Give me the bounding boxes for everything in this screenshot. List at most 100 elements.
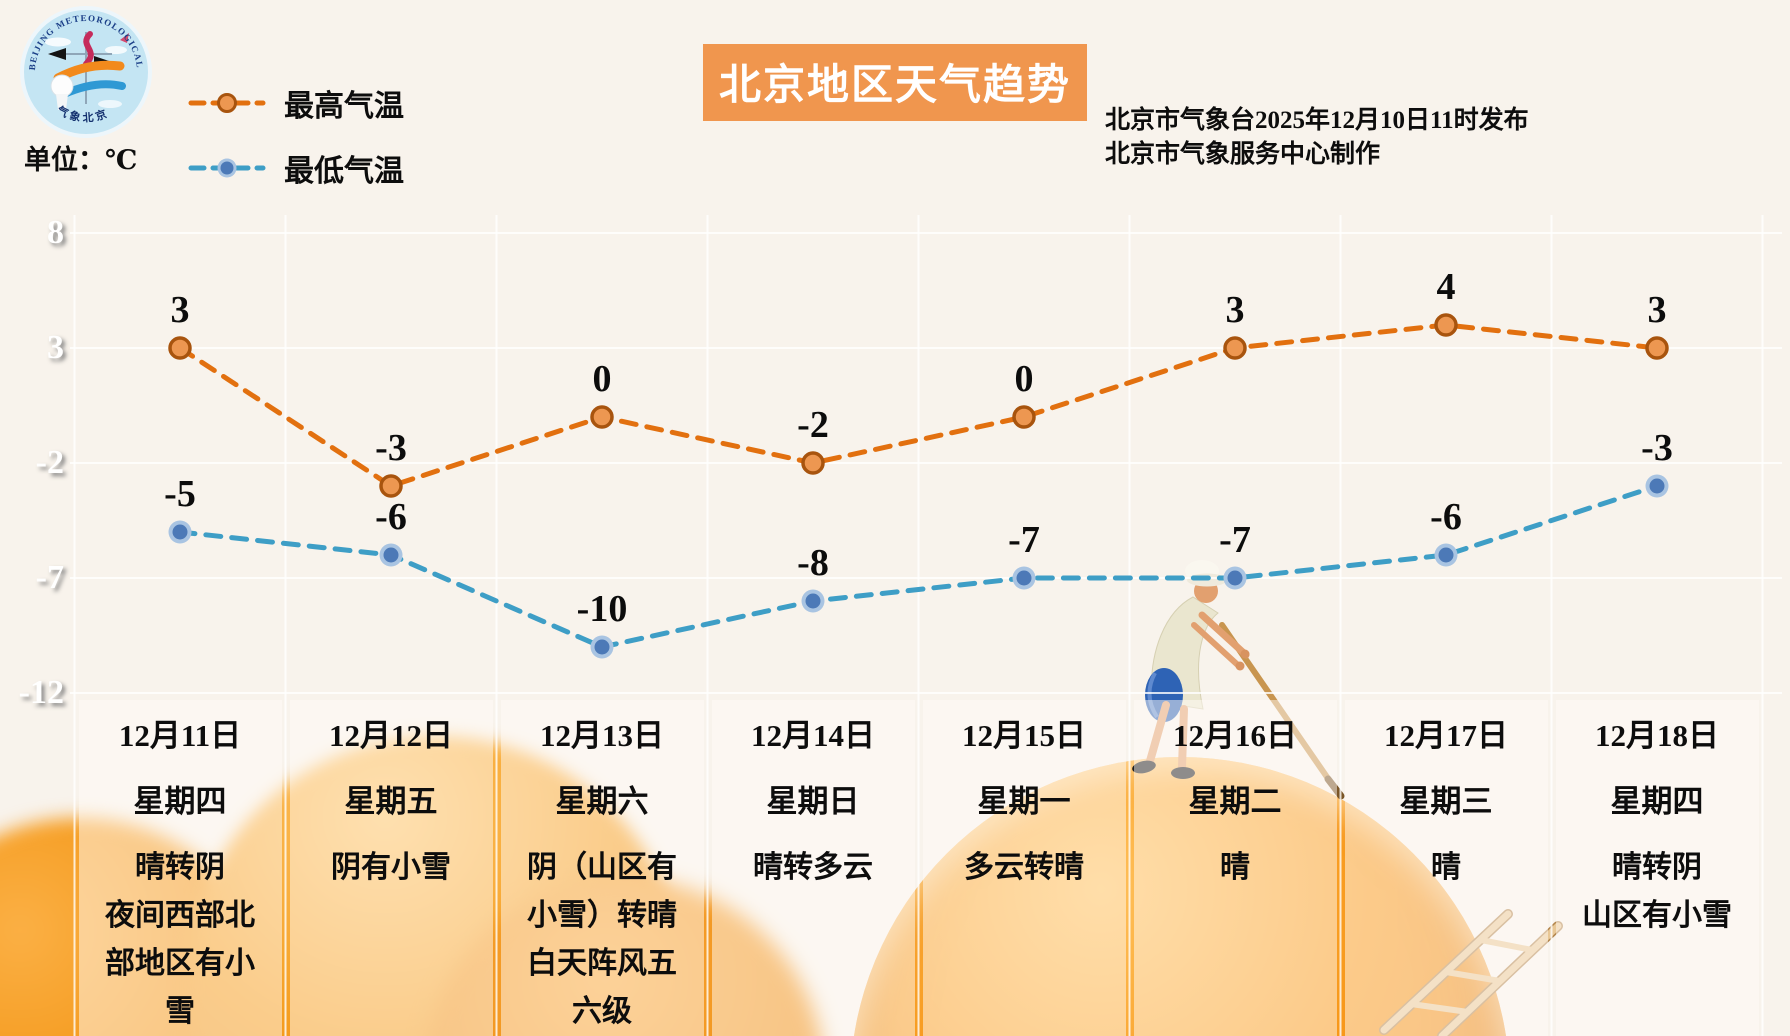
day-date: 12月12日 (329, 718, 453, 753)
low-temp-label: -6 (375, 496, 407, 538)
rocket-icon (120, 33, 129, 43)
low-temp-marker (805, 593, 821, 609)
issue-info: 北京市气象台2025年12月10日11时发布 北京市气象服务中心制作 (1105, 104, 1529, 172)
day-week: 星期四 (1610, 784, 1704, 819)
day-column: 12月11日 星期四晴转阴 夜间西部北 部地区有小 雪 (75, 716, 285, 1036)
low-temp-marker (594, 639, 610, 655)
day-week: 星期四 (133, 784, 227, 819)
day-weather: 阴有小雪 (331, 851, 451, 884)
high-temp-marker (1012, 405, 1036, 429)
high-temp-line-sample (188, 93, 266, 113)
unit-label: 单位：℃ (24, 145, 138, 175)
high-temp-label: 3 (1226, 289, 1245, 331)
low-sample-marker (220, 161, 234, 175)
day-date: 12月16日 (1173, 718, 1297, 753)
day-weather: 晴转阴 山区有小雪 (1582, 851, 1732, 932)
day-week: 星期六 (555, 784, 649, 819)
y-axis-tick: -2 (35, 444, 64, 481)
day-week: 星期三 (1399, 784, 1493, 819)
high-temp-marker (801, 451, 825, 475)
high-temp-marker (590, 405, 614, 429)
low-temp-label: -6 (1430, 496, 1462, 538)
y-axis-tick: -7 (35, 559, 64, 596)
y-axis-tick: 3 (47, 329, 64, 366)
low-temp-marker (383, 547, 399, 563)
legend-item-low: 最低气温 (188, 145, 404, 191)
figure-hand (1235, 661, 1245, 671)
low-temp-label: -8 (797, 542, 829, 584)
low-temp-marker (1438, 547, 1454, 563)
figure-arm (1191, 622, 1243, 670)
low-temp-label: -7 (1008, 519, 1040, 561)
high-sample-marker (217, 93, 237, 113)
day-column: 12月14日 星期日 晴转多云 (708, 716, 918, 892)
high-temp-label: 3 (1648, 289, 1667, 331)
day-date: 12月11日 (118, 718, 242, 753)
day-column: 12月18日 星期四晴转阴 山区有小雪 (1552, 716, 1762, 940)
cloud (105, 46, 127, 54)
day-column: 12月12日 星期五阴有小雪 (286, 716, 496, 892)
high-temp-marker (1223, 336, 1247, 360)
figure-arm (1198, 611, 1250, 659)
cloud (45, 37, 71, 47)
low-temp-label: -5 (164, 473, 196, 515)
column-strip (1344, 700, 1548, 1036)
low-temp-line-sample (188, 158, 266, 178)
low-temp-marker (1227, 570, 1243, 586)
red-ribbon (83, 31, 94, 67)
high-temp-label: 0 (593, 358, 612, 400)
low-temp-line (177, 483, 1660, 650)
day-week: 星期五 (344, 784, 438, 819)
high-temp-label: 0 (1015, 358, 1034, 400)
radar-tower (56, 94, 68, 110)
day-column: 12月15日 星期一多云转晴 (919, 716, 1129, 892)
high-temp-label: -2 (797, 404, 829, 446)
legend-label-low: 最低气温 (284, 155, 404, 188)
legend-item-high: 最高气温 (188, 80, 404, 126)
day-date: 12月15日 (962, 718, 1086, 753)
low-temp-label: -3 (1641, 427, 1673, 469)
legend: 最高气温 最低气温 (188, 80, 404, 210)
column-strip (78, 700, 282, 1036)
day-week: 星期二 (1188, 784, 1282, 819)
day-date: 12月17日 (1384, 718, 1508, 753)
day-week: 星期一 (977, 784, 1071, 819)
issue-line-1: 北京市气象台2025年12月10日11时发布 (1105, 107, 1529, 134)
cloud (98, 100, 122, 108)
column-strip (1555, 700, 1759, 1036)
low-temp-marker (1016, 570, 1032, 586)
day-weather: 多云转晴 (964, 851, 1084, 884)
low-temp-marker (172, 524, 188, 540)
issue-line-2: 北京市气象服务中心制作 (1105, 141, 1381, 168)
column-strip (1133, 700, 1337, 1036)
high-temp-marker (1645, 336, 1669, 360)
low-temp-label: -7 (1219, 519, 1251, 561)
day-weather: 晴转阴 夜间西部北 部地区有小 雪 (105, 851, 255, 1028)
figure-hand (1240, 649, 1250, 659)
y-axis-tick: 8 (47, 214, 64, 251)
high-temp-marker (168, 336, 192, 360)
day-weather: 晴转多云 (753, 851, 873, 884)
day-week: 星期日 (766, 784, 860, 819)
day-column: 12月17日 星期三晴 (1341, 716, 1551, 892)
high-temp-line (177, 322, 1660, 489)
y-axis-tick: -12 (18, 674, 64, 711)
column-strip (289, 700, 493, 1036)
page-title: 北京地区天气趋势 (702, 44, 1088, 121)
high-temp-marker (379, 474, 403, 498)
day-weather: 晴 (1431, 851, 1461, 884)
legend-label-high: 最高气温 (284, 90, 404, 123)
column-strip (500, 700, 704, 1036)
low-temp-marker (1649, 478, 1665, 494)
column-strip (922, 700, 1126, 1036)
low-temp-label: -10 (577, 588, 628, 630)
day-date: 12月18日 (1595, 718, 1719, 753)
high-temp-marker (1434, 313, 1458, 337)
day-column: 12月13日 星期六 阴（山区有 小雪）转晴 白天阵风五 六级 (497, 716, 707, 1036)
column-strip (711, 700, 915, 1036)
high-temp-label: -3 (375, 427, 407, 469)
day-date: 12月13日 (540, 718, 664, 753)
